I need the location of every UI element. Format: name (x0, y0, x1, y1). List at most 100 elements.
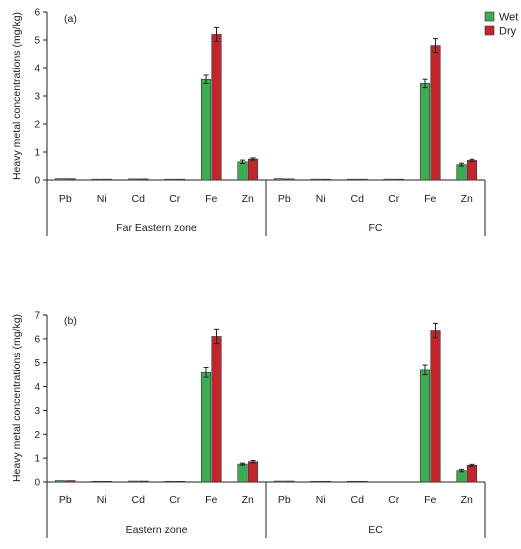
legend-label-dry: Dry (499, 26, 517, 38)
bar-dry-cd (138, 480, 149, 483)
category-label: Cd (132, 494, 146, 506)
bar-wet-zn (456, 470, 467, 483)
y-tick-label: 1 (34, 148, 40, 159)
category-label: Zn (461, 494, 473, 506)
bar-wet-cr (164, 480, 175, 483)
bar-wet-cr (164, 178, 175, 181)
category-label: Cr (388, 193, 400, 205)
bar-wet-cd (127, 178, 139, 181)
legend-swatch-dry (484, 25, 495, 36)
bar-wet-ni (91, 178, 102, 181)
y-axis-label: Heavy metal concentrations (mg/kg) (11, 314, 23, 482)
category-label: Cd (351, 494, 365, 506)
bar-dry-ni (320, 480, 332, 483)
bar-wet-fe (200, 371, 212, 483)
bar-dry-cr (174, 178, 186, 181)
legend: Wet Dry (484, 11, 518, 38)
category-label: Ni (316, 193, 326, 205)
category-label: Zn (242, 494, 254, 506)
y-tick-label: 3 (34, 406, 40, 417)
bar-dry-ni (320, 178, 332, 181)
bar-dry-zn (466, 160, 478, 181)
category-label: Fe (205, 494, 217, 506)
bar-dry-fe (430, 45, 441, 181)
y-tick-label: 1 (34, 454, 40, 465)
y-tick-label: 2 (34, 430, 40, 441)
bar-wet-pb (54, 480, 66, 483)
bar-dry-zn (247, 158, 259, 181)
legend-label-wet: Wet (499, 12, 518, 24)
y-tick-label: 6 (34, 8, 40, 19)
bar-wet-fe (419, 369, 431, 483)
category-label: Cr (169, 193, 181, 205)
y-tick-label: 4 (34, 382, 40, 393)
bar-dry-pb (284, 178, 295, 181)
category-label: Pb (278, 193, 291, 205)
category-label: Pb (59, 494, 72, 506)
group-label: Eastern zone (126, 524, 188, 536)
category-label: Pb (278, 494, 291, 506)
bar-dry-cd (138, 178, 149, 181)
bar-dry-cd (357, 178, 368, 181)
y-axis-label: Heavy metal concentrations (mg/kg) (11, 12, 23, 180)
y-tick-label: 0 (34, 176, 40, 187)
bar-wet-ni (310, 178, 321, 181)
bar-wet-cd (127, 480, 139, 483)
category-label: Cr (169, 494, 181, 506)
y-tick-label: 4 (34, 64, 40, 75)
bar-dry-pb (284, 480, 295, 483)
bar-wet-cd (346, 480, 358, 483)
category-label: Ni (97, 193, 107, 205)
bar-dry-fe (211, 336, 222, 483)
bar-wet-fe (200, 78, 212, 181)
bar-dry-cr (393, 178, 405, 181)
category-label: Fe (424, 494, 436, 506)
y-tick-label: 5 (34, 36, 40, 47)
bar-dry-fe (430, 330, 441, 483)
bar-dry-cd (357, 480, 368, 483)
bar-wet-pb (273, 178, 285, 181)
y-tick-label: 5 (34, 358, 40, 369)
group-label: FC (369, 222, 383, 234)
category-label: Fe (424, 193, 436, 205)
y-tick-label: 2 (34, 120, 40, 131)
legend-swatch-wet (484, 11, 495, 22)
y-tick-label: 6 (34, 334, 40, 345)
bar-dry-cr (174, 480, 186, 483)
bar-wet-cd (346, 178, 358, 181)
category-label: Cr (388, 494, 400, 506)
bar-dry-pb (65, 178, 76, 181)
y-tick-label: 3 (34, 92, 40, 103)
bar-dry-zn (466, 464, 478, 483)
category-label: Ni (97, 494, 107, 506)
category-label: Zn (242, 193, 254, 205)
bar-dry-pb (65, 480, 76, 483)
bar-wet-fe (419, 83, 431, 181)
bar-wet-cr (383, 178, 394, 181)
bar-wet-pb (54, 178, 66, 181)
category-label: Zn (461, 193, 473, 205)
y-tick-label: 7 (34, 311, 40, 322)
bar-wet-zn (237, 161, 248, 181)
bar-wet-zn (237, 463, 248, 483)
bar-wet-zn (456, 164, 467, 181)
bar-wet-ni (91, 480, 102, 483)
y-tick-label: 0 (34, 478, 40, 489)
group-label: Far Eastern zone (116, 222, 197, 234)
category-label: Cd (351, 193, 365, 205)
category-label: Ni (316, 494, 326, 506)
panel-label: (a) (64, 13, 77, 25)
bar-dry-ni (101, 480, 113, 483)
panel-label: (b) (64, 315, 77, 327)
category-label: Fe (205, 193, 217, 205)
category-label: Cd (132, 193, 146, 205)
bar-wet-pb (273, 480, 285, 483)
bar-dry-fe (211, 34, 222, 181)
category-label: Pb (59, 193, 72, 205)
group-label: EC (368, 524, 383, 536)
panel-b: 0 1 2 3 4 5 6 7 Heavy metal concentrations (mg/k… (11, 311, 486, 538)
panel-a: 0 1 2 3 4 5 6 Heavy metal concentrations (mg/kg… (11, 8, 486, 236)
bar-dry-ni (101, 178, 113, 181)
bar-dry-zn (247, 461, 259, 483)
